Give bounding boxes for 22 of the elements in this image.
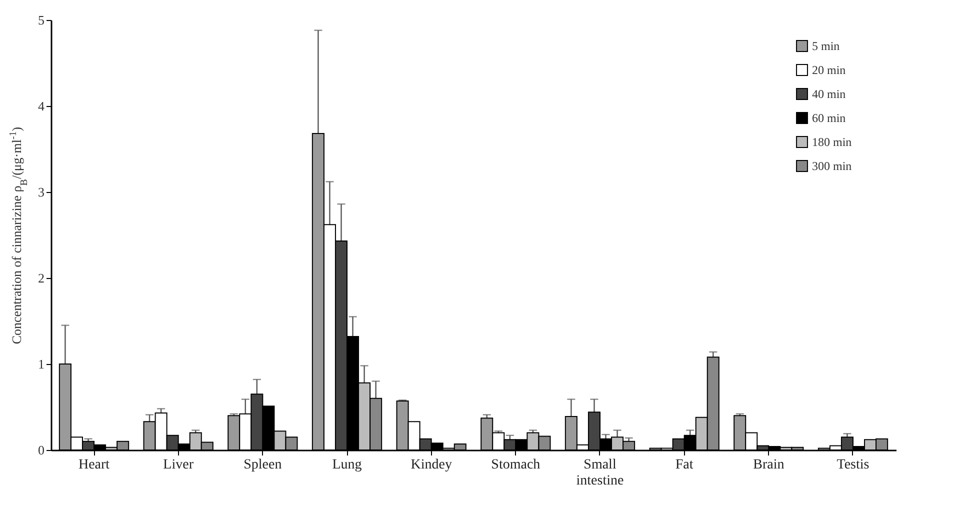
x-tick-label: Lung: [332, 458, 362, 472]
x-tick-label: Kindey: [410, 458, 452, 472]
x-tick-label: Testis: [836, 458, 870, 472]
y-tick-label: 0: [38, 442, 44, 458]
y-tick-label: 4: [38, 98, 45, 114]
x-tick-label: Stomach: [491, 458, 540, 472]
x-tick-label: Liver: [163, 458, 194, 472]
y-tick-label: 3: [38, 184, 44, 200]
x-tick-label: Fat: [675, 458, 694, 472]
legend-label: 180 min: [812, 135, 852, 149]
x-tick-label: Brain: [753, 458, 784, 472]
y-tick-label: 2: [38, 270, 44, 286]
legend-label: 20 min: [812, 63, 846, 77]
x-tick-label: Heart: [78, 458, 110, 472]
legend-label: 300 min: [812, 159, 852, 173]
legend-label: 5 min: [812, 39, 840, 53]
legend-label: 60 min: [812, 111, 846, 125]
x-tick-label: Small intestine: [576, 458, 624, 488]
y-tick-label: 5: [38, 12, 44, 28]
y-tick-label: 1: [38, 356, 44, 372]
legend-label: 40 min: [812, 87, 846, 101]
x-tick-label: Spleen: [244, 458, 282, 472]
